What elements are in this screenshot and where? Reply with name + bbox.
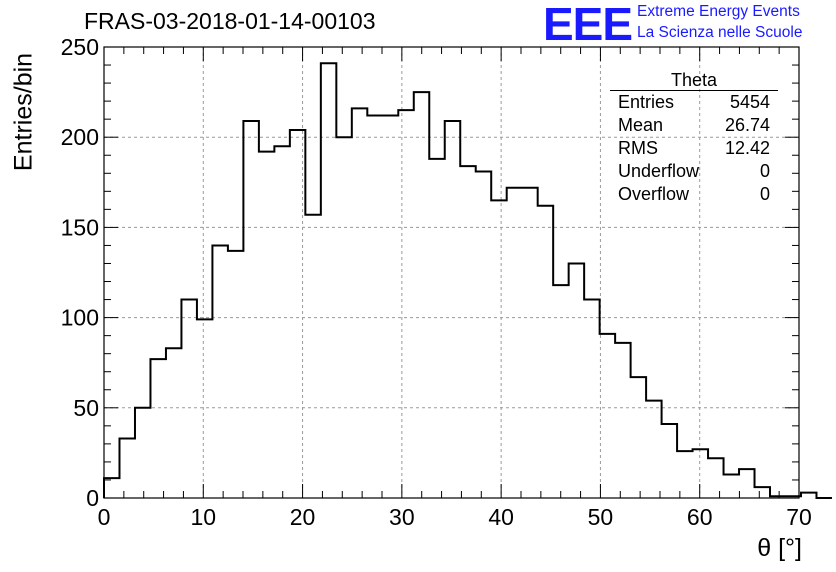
histogram-bin	[476, 171, 491, 498]
histogram-bin	[321, 63, 336, 498]
x-tick-label: 10	[190, 504, 216, 530]
histogram-bin	[104, 478, 119, 498]
histogram-outline	[103, 62, 832, 499]
eee-logo: EEE	[543, 0, 633, 50]
stats-box: Theta Entries 5454 Mean 26.74 RMS 12.42 Und…	[610, 70, 778, 206]
y-tick-label: 0	[86, 485, 99, 511]
histogram-bin	[367, 116, 382, 498]
x-tick-label: 40	[488, 504, 514, 530]
histogram-bin	[445, 121, 460, 498]
histogram-bin	[383, 116, 398, 498]
y-axis-label: Entries/bin	[9, 52, 38, 172]
stats-row: RMS 12.42	[610, 137, 778, 160]
histogram-bin	[693, 449, 708, 498]
histogram-bin	[197, 319, 212, 498]
x-tick-label: 60	[687, 504, 713, 530]
stats-value: 0	[759, 184, 770, 204]
y-tick-label: 50	[73, 395, 99, 421]
stats-label: Underflow	[618, 161, 700, 181]
histogram-bin	[398, 110, 413, 498]
histogram-bin	[119, 438, 134, 498]
histogram-bin	[553, 285, 568, 498]
histogram-bin	[600, 334, 615, 498]
x-tick-label: 20	[290, 504, 316, 530]
histogram-bin	[646, 401, 661, 498]
stats-label: Overflow	[618, 184, 690, 204]
histogram-bin	[259, 152, 274, 498]
histogram-bin	[243, 121, 258, 498]
histogram-bin	[662, 424, 677, 498]
stats-label: Mean	[618, 115, 664, 135]
histogram-bin	[755, 487, 770, 498]
x-axis-label: θ [°]	[757, 534, 802, 562]
histogram-bin	[569, 263, 584, 498]
stats-value: 5454	[729, 92, 770, 112]
stats-row: Mean 26.74	[610, 114, 778, 137]
logo-line-1: Extreme Energy Events	[637, 3, 800, 20]
stats-row: Entries 5454	[610, 91, 778, 114]
histogram-bin	[274, 146, 289, 498]
stats-label: Entries	[618, 92, 675, 112]
histogram-bin	[677, 451, 692, 498]
x-tick-label: 70	[786, 504, 812, 530]
stats-row: Overflow 0	[610, 183, 778, 206]
histogram-bin	[166, 348, 181, 498]
plot-frame	[103, 46, 800, 499]
histogram-bin	[584, 300, 599, 498]
histogram-bin	[708, 458, 723, 498]
histogram-bin	[491, 200, 506, 498]
histogram-bin	[135, 408, 150, 498]
histogram-bin	[538, 206, 553, 498]
histogram-bin	[615, 343, 630, 498]
histogram-bin	[212, 245, 227, 498]
histogram-bin	[181, 300, 196, 498]
stats-value: 12.42	[724, 138, 770, 158]
histogram-bin	[352, 108, 367, 498]
stats-value: 0	[759, 161, 770, 181]
histogram-bin	[414, 92, 429, 498]
histogram-bin	[522, 188, 537, 498]
logo-line-2: La Scienza nelle Scuole	[637, 24, 803, 41]
stats-value: 26.74	[724, 115, 770, 135]
histogram-bin	[429, 159, 444, 498]
stats-title: Theta	[610, 70, 778, 91]
x-tick-label: 0	[98, 504, 111, 530]
histogram-bin	[150, 359, 165, 498]
stats-row: Underflow 0	[610, 160, 778, 183]
x-tick-label: 30	[389, 504, 415, 530]
histogram-bin	[336, 137, 351, 498]
y-tick-label: 200	[61, 124, 99, 150]
histogram-bin	[460, 166, 475, 498]
histogram-bin	[724, 475, 739, 498]
histogram-bin	[305, 215, 320, 498]
y-tick-label: 100	[61, 305, 99, 331]
histogram-bin	[739, 469, 754, 498]
histogram-bin	[228, 251, 243, 498]
histogram-bin	[507, 188, 522, 498]
chart-title: FRAS-03-2018-01-14-00103	[84, 8, 376, 34]
stats-label: RMS	[618, 138, 658, 158]
histogram-bin	[631, 377, 646, 498]
histogram-bin	[290, 130, 305, 498]
y-tick-label: 250	[61, 34, 99, 60]
y-tick-label: 150	[61, 214, 99, 240]
x-tick-label: 50	[588, 504, 614, 530]
